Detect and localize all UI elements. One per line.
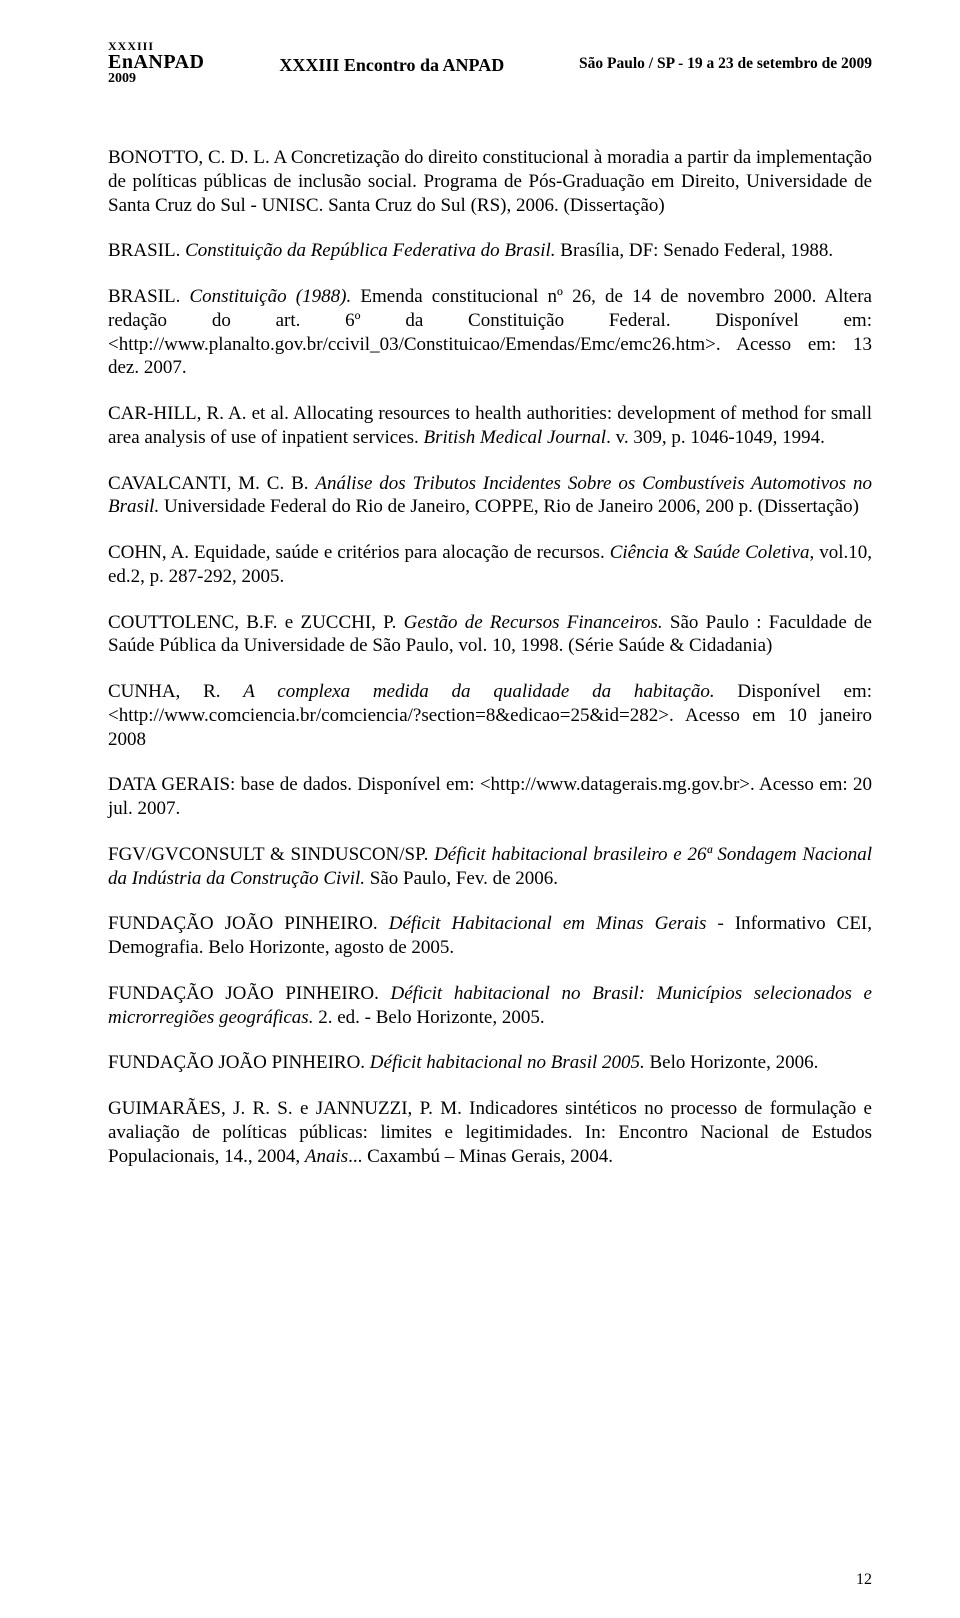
ref-guimaraes: GUIMARÃES, J. R. S. e JANNUZZI, P. M. In… <box>108 1097 872 1168</box>
logo-block: XXXIII EnANPAD 2009 <box>108 40 204 86</box>
ref-text: BRASIL. <box>108 240 185 261</box>
ref-text: FUNDAÇÃO JOÃO PINHEIRO. <box>108 1052 370 1073</box>
ref-text: CUNHA, R. <box>108 681 243 702</box>
ref-text: . v. 309, p. 1046-1049, 1994. <box>606 427 825 448</box>
ref-fjp-brasil-micro: FUNDAÇÃO JOÃO PINHEIRO. Déficit habitaci… <box>108 982 872 1030</box>
ref-fjp-brasil-2005: FUNDAÇÃO JOÃO PINHEIRO. Déficit habitaci… <box>108 1051 872 1075</box>
ref-text: FGV/GVCONSULT & SINDUSCON/SP. <box>108 844 434 865</box>
ref-text: 2. ed. - Belo Horizonte, 2005. <box>313 1007 544 1028</box>
ref-text: COHN, A. Equidade, saúde e critérios par… <box>108 542 610 563</box>
ref-cunha: CUNHA, R. A complexa medida da qualidade… <box>108 680 872 751</box>
ref-title-italic: Ciência & Saúde Coletiva <box>610 542 810 563</box>
ref-couttolenc: COUTTOLENC, B.F. e ZUCCHI, P. Gestão de … <box>108 611 872 659</box>
ref-bonotto: BONOTTO, C. D. L. A Concretização do dir… <box>108 146 872 217</box>
ref-brasil-ec26: BRASIL. Constituição (1988). Emenda cons… <box>108 285 872 380</box>
ref-text: BRASIL. <box>108 286 190 307</box>
ref-fgv: FGV/GVCONSULT & SINDUSCON/SP. Déficit ha… <box>108 843 872 891</box>
ref-car-hill: CAR-HILL, R. A. et al. Allocating resour… <box>108 402 872 450</box>
logo-year: 2009 <box>108 72 204 86</box>
ref-title-italic: Constituição (1988). <box>190 286 352 307</box>
ref-title-italic: Constituição da República Federativa do … <box>185 240 555 261</box>
ref-text: Belo Horizonte, 2006. <box>645 1052 819 1073</box>
ref-fjp-mg: FUNDAÇÃO JOÃO PINHEIRO. Déficit Habitaci… <box>108 912 872 960</box>
venue-date: São Paulo / SP - 19 a 23 de setembro de … <box>579 54 872 73</box>
page-number: 12 <box>856 1570 872 1590</box>
ref-text: BONOTTO, C. D. L. A Concretização do dir… <box>108 147 872 216</box>
ref-datagerais: DATA GERAIS: base de dados. Disponível e… <box>108 773 872 821</box>
ref-title-italic: Déficit habitacional no Brasil 2005. <box>370 1052 645 1073</box>
references-block: BONOTTO, C. D. L. A Concretização do dir… <box>108 146 872 1168</box>
ref-text: DATA GERAIS: base de dados. Disponível e… <box>108 774 872 819</box>
ref-text: FUNDAÇÃO JOÃO PINHEIRO. <box>108 983 391 1004</box>
ref-text: Brasília, DF: Senado Federal, 1988. <box>556 240 834 261</box>
ref-text: São Paulo, Fev. de 2006. <box>365 868 558 889</box>
logo-main: EnANPAD <box>108 52 204 72</box>
ref-title-italic: Déficit Habitacional em Minas Gerais <box>389 913 707 934</box>
ref-text: Universidade Federal do Rio de Janeiro, … <box>159 496 859 517</box>
page: XXXIII EnANPAD 2009 XXXIII Encontro da A… <box>0 0 960 1618</box>
ref-cavalcanti: CAVALCANTI, M. C. B. Análise dos Tributo… <box>108 472 872 520</box>
ref-text: FUNDAÇÃO JOÃO PINHEIRO. <box>108 913 389 934</box>
ref-title-italic: A complexa medida da qualidade da habita… <box>243 681 714 702</box>
page-header: XXXIII EnANPAD 2009 XXXIII Encontro da A… <box>108 40 872 86</box>
ref-brasil-1988: BRASIL. Constituição da República Federa… <box>108 239 872 263</box>
ref-title-italic: Anais <box>305 1146 348 1167</box>
ref-text: COUTTOLENC, B.F. e ZUCCHI, P. <box>108 612 404 633</box>
event-title: XXXIII Encontro da ANPAD <box>279 54 504 77</box>
ref-text: ... Caxambú – Minas Gerais, 2004. <box>348 1146 613 1167</box>
ref-text: CAVALCANTI, M. C. B. <box>108 473 315 494</box>
ref-title-italic: British Medical Journal <box>424 427 607 448</box>
ref-cohn: COHN, A. Equidade, saúde e critérios par… <box>108 541 872 589</box>
ref-title-italic: Gestão de Recursos Financeiros. <box>404 612 663 633</box>
